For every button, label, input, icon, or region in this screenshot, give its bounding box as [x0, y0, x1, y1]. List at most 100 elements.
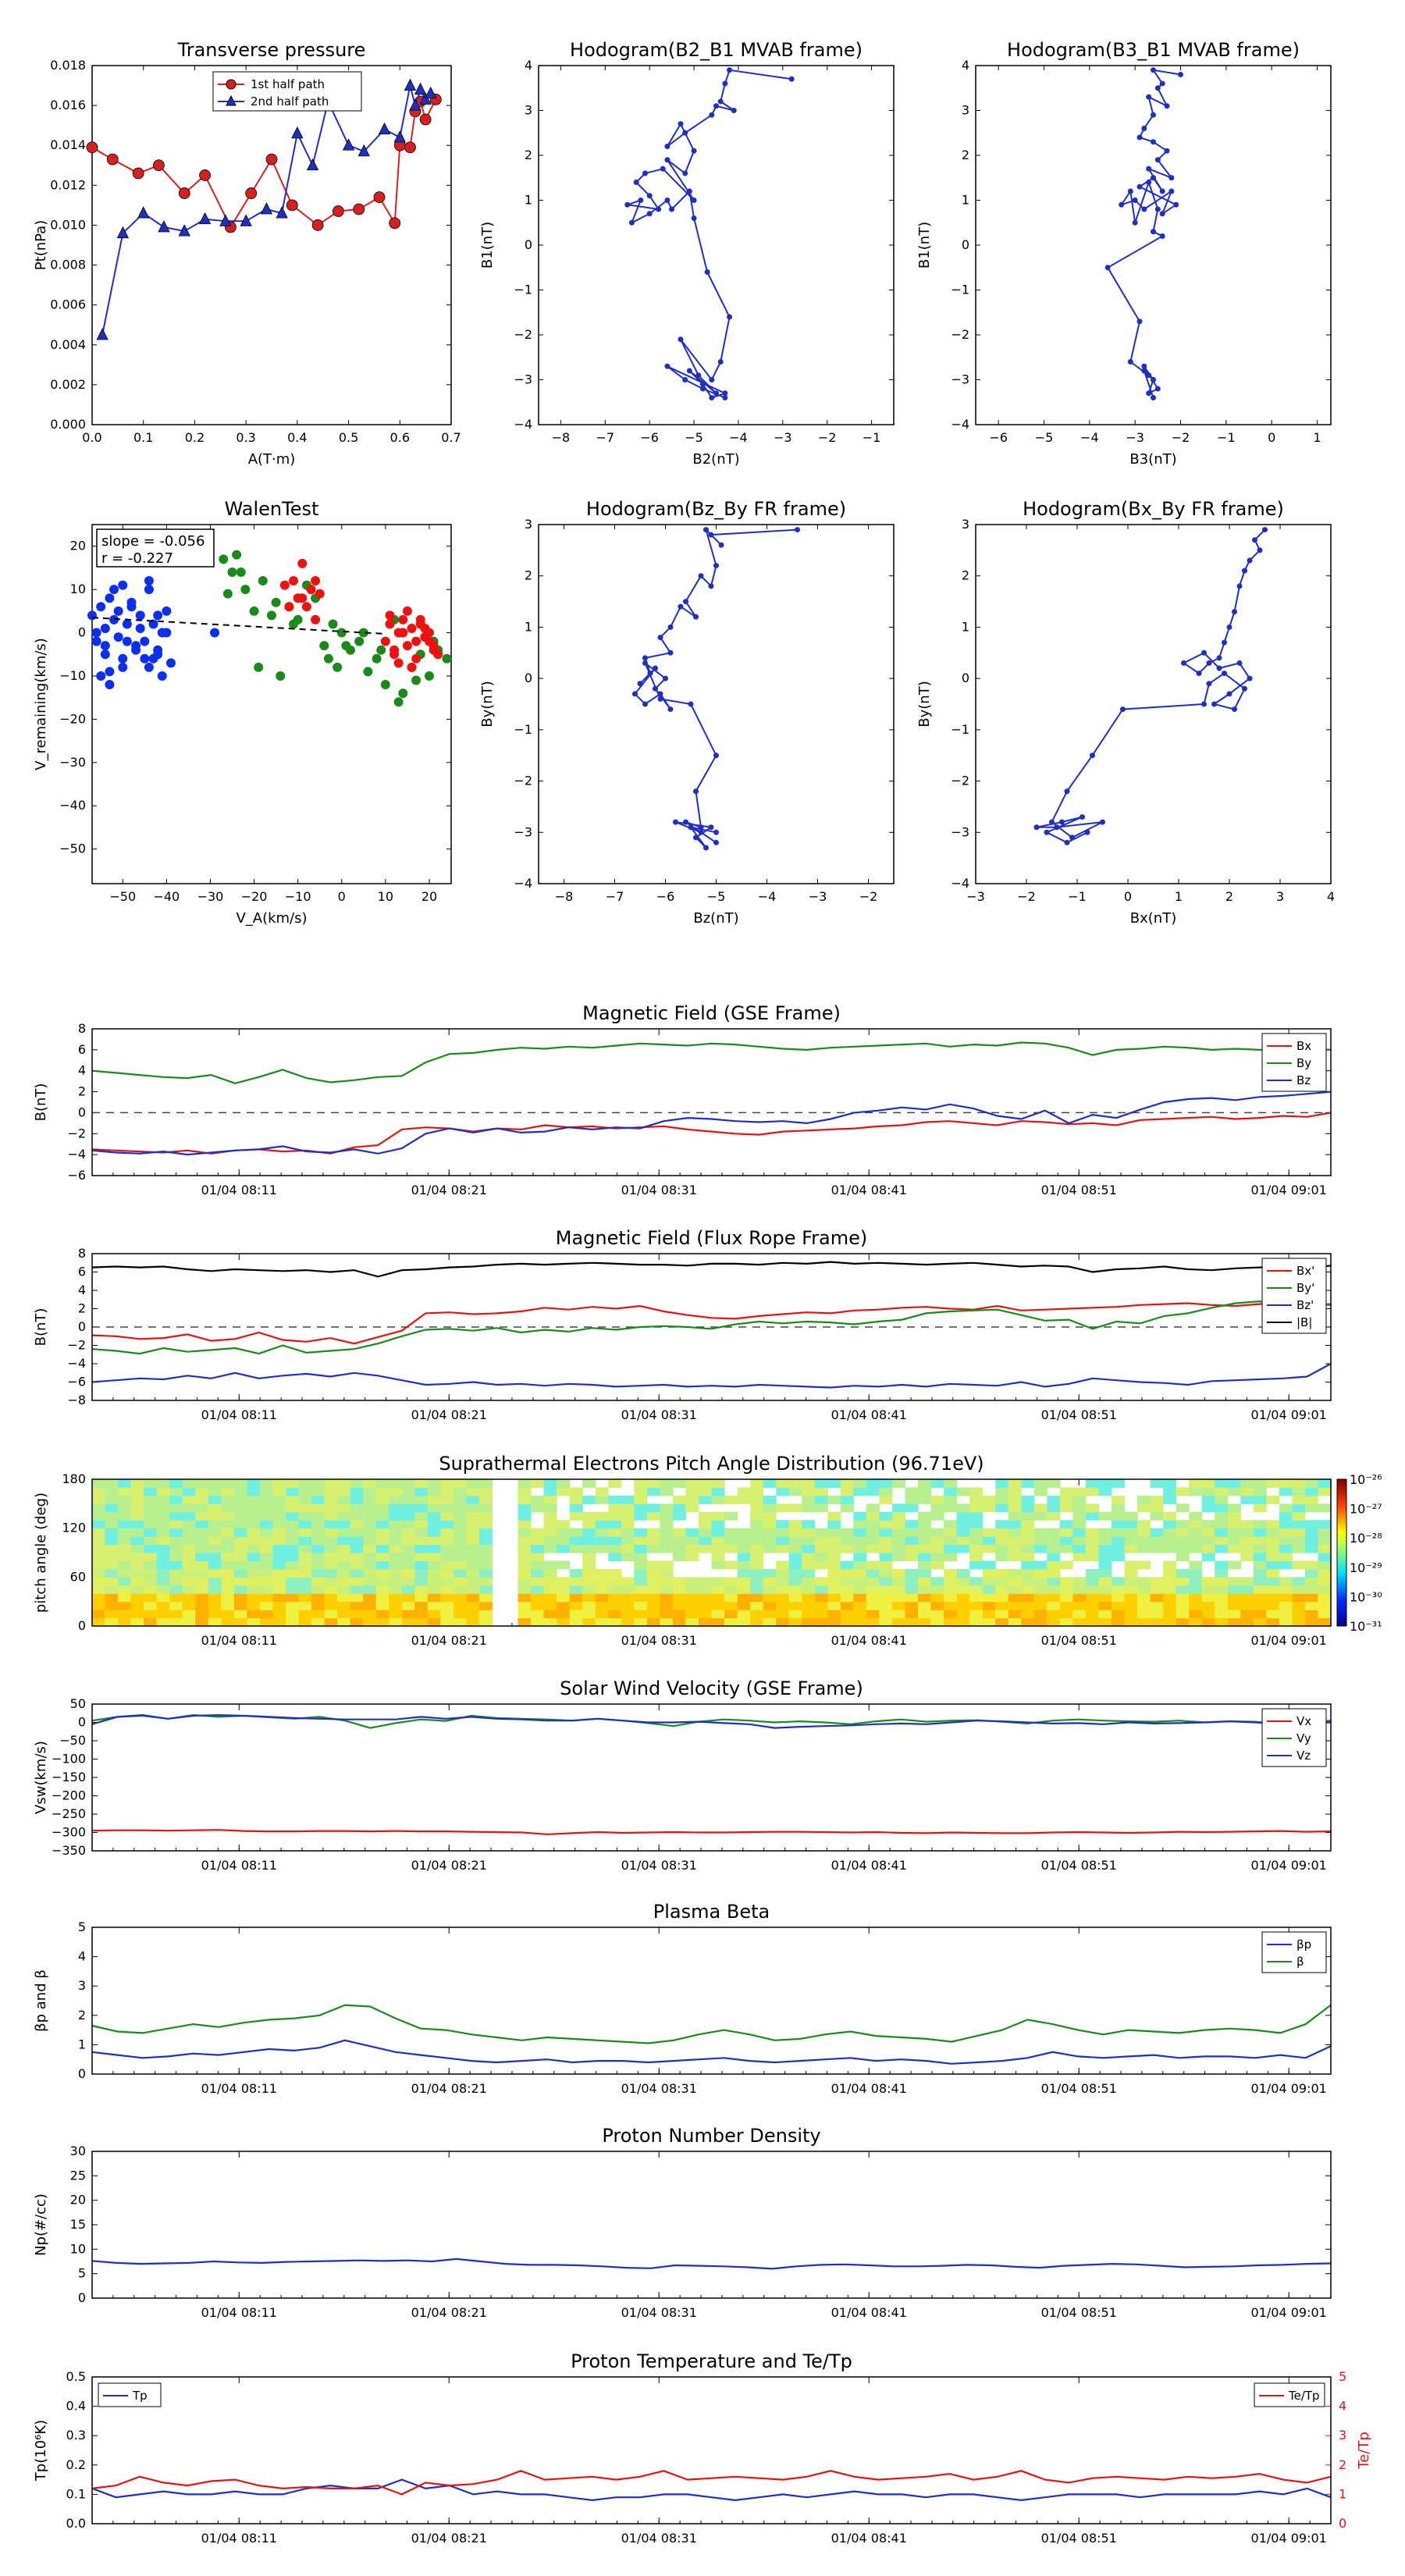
heatmap-cell	[930, 1553, 944, 1561]
heatmap-cell	[414, 1487, 429, 1496]
heatmap-cell	[182, 1503, 196, 1513]
heatmap-cell	[995, 1544, 1009, 1553]
y-tick-label: 0	[78, 1105, 86, 1119]
heatmap-cell	[776, 1601, 790, 1610]
heatmap-cell	[879, 1520, 893, 1529]
data-point	[86, 141, 98, 154]
heatmap-cell	[1189, 1511, 1203, 1521]
panel-frame	[91, 1703, 1332, 1852]
heatmap-cell	[311, 1585, 325, 1594]
hodogram-point	[1222, 671, 1227, 677]
heatmap-cell	[956, 1536, 970, 1546]
walen-point	[429, 645, 439, 655]
heatmap-cell	[105, 1577, 119, 1586]
panel-title: Proton Number Density	[602, 2125, 820, 2147]
heatmap-cell	[453, 1553, 467, 1561]
hodogram-point	[788, 76, 795, 82]
heatmap-cell	[982, 1593, 996, 1603]
heatmap-cell	[699, 1536, 713, 1546]
heatmap-cell	[788, 1617, 802, 1627]
x-tick-label: −40	[153, 889, 180, 904]
heatmap-cell	[1137, 1495, 1151, 1504]
heatmap-cell	[905, 1528, 919, 1537]
heatmap-cell	[995, 1528, 1009, 1537]
heatmap-cell	[763, 1479, 777, 1488]
data-point	[404, 78, 417, 91]
heatmap-cell	[582, 1544, 596, 1553]
heatmap-cell	[118, 1617, 132, 1627]
heatmap-cell	[259, 1536, 273, 1546]
heatmap-cell	[247, 1503, 261, 1513]
heatmap-cell	[272, 1610, 286, 1619]
heatmap-cell	[324, 1560, 338, 1570]
heatmap-cell	[1318, 1553, 1332, 1561]
heatmap-cell	[1189, 1617, 1203, 1627]
heatmap-cell	[169, 1487, 183, 1496]
heatmap-cell	[286, 1479, 300, 1488]
heatmap-cell	[1279, 1585, 1293, 1594]
heatmap-cell	[814, 1560, 828, 1570]
heatmap-cell	[1059, 1593, 1073, 1603]
heatmap-cell	[1318, 1577, 1332, 1586]
heatmap-cell	[363, 1536, 377, 1546]
y-tick-label: 0	[962, 237, 969, 252]
heatmap-cell	[866, 1610, 880, 1619]
heatmap-cell	[453, 1520, 467, 1529]
walen-point	[380, 636, 390, 646]
heatmap-cell	[130, 1601, 144, 1610]
walen-point	[311, 614, 321, 624]
heatmap-cell	[272, 1511, 286, 1521]
heatmap-cell	[233, 1617, 247, 1627]
walen-point	[402, 606, 412, 616]
heatmap-cell	[247, 1520, 261, 1529]
heatmap-cell	[1227, 1503, 1241, 1513]
heatmap-cell	[130, 1560, 144, 1570]
heatmap-cell	[724, 1536, 738, 1546]
hodogram-point	[713, 103, 719, 109]
heatmap-cell	[866, 1593, 880, 1603]
hodogram-point	[1146, 165, 1152, 172]
hodogram-point	[691, 197, 697, 203]
heatmap-cell	[286, 1495, 300, 1504]
heatmap-cell	[1033, 1544, 1048, 1553]
heatmap-cell	[466, 1553, 480, 1561]
heatmap-cell	[414, 1503, 429, 1513]
heatmap-cell	[737, 1560, 751, 1570]
heatmap-cell	[414, 1479, 429, 1488]
heatmap-cell	[1163, 1495, 1177, 1504]
heatmap-cell	[1304, 1495, 1318, 1504]
heatmap-cell	[233, 1553, 247, 1561]
heatmap-cell	[853, 1528, 867, 1537]
heatmap-cell	[634, 1560, 648, 1570]
x-tick-label: −3	[966, 889, 985, 904]
heatmap-cell	[427, 1560, 441, 1570]
heatmap-cell	[750, 1560, 764, 1570]
heatmap-cell	[466, 1577, 480, 1586]
heatmap-cell	[557, 1593, 571, 1603]
y-tick-label: 0	[962, 671, 969, 685]
heatmap-cell	[1008, 1610, 1022, 1619]
data-point	[404, 141, 416, 154]
heatmap-cell	[1292, 1601, 1306, 1610]
heatmap-cell	[634, 1528, 648, 1537]
heatmap-cell	[608, 1544, 622, 1553]
heatmap-cell	[1201, 1520, 1215, 1529]
heatmap-cell	[92, 1560, 106, 1570]
heatmap-cell	[350, 1479, 364, 1488]
heatmap-cell	[608, 1479, 622, 1488]
heatmap-cell	[182, 1585, 196, 1594]
heatmap-cell	[776, 1528, 790, 1537]
heatmap-cell	[233, 1610, 247, 1619]
hodogram-point	[704, 269, 710, 275]
hodogram-point	[688, 824, 694, 831]
x-tick-label: 01/04 08:51	[1041, 1858, 1117, 1873]
y-tick-label: −4	[951, 417, 969, 432]
heatmap-cell	[440, 1593, 454, 1603]
legend-label: 2nd half path	[251, 94, 329, 109]
panel-frame	[91, 1028, 1332, 1176]
heatmap-cell	[453, 1585, 467, 1594]
hodogram-point	[1232, 609, 1237, 615]
heatmap-cell	[1137, 1610, 1151, 1619]
y-tick-label: 0.008	[50, 258, 86, 272]
walen-point	[420, 624, 430, 634]
